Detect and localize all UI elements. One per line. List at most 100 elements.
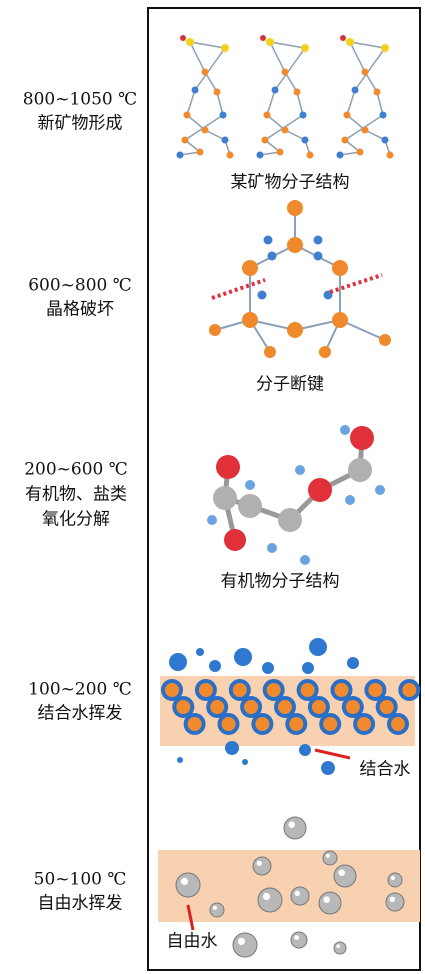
atom — [287, 200, 303, 216]
atom — [381, 44, 389, 52]
atom — [216, 455, 240, 479]
atom — [345, 495, 355, 505]
atom — [347, 657, 359, 669]
atom — [257, 152, 264, 159]
water-drop — [323, 851, 337, 865]
water-particle — [310, 698, 328, 716]
atom — [182, 137, 189, 144]
atom — [375, 485, 385, 495]
description: 结合水挥发 — [38, 704, 123, 724]
caption: 结合水 — [360, 760, 411, 780]
atom — [213, 906, 217, 910]
atom — [260, 35, 266, 41]
bond — [187, 90, 195, 115]
water-drop — [386, 893, 404, 911]
description: 晶格破坏 — [46, 300, 114, 320]
atom — [302, 662, 314, 674]
atom — [337, 152, 344, 159]
bond — [270, 42, 305, 48]
water-particle — [333, 681, 351, 699]
temperature: 800~1050 ℃ — [23, 90, 137, 110]
atom — [300, 112, 307, 119]
atom — [242, 312, 258, 328]
atom — [344, 112, 351, 119]
atom — [180, 35, 186, 41]
atom — [227, 152, 234, 159]
water-drop — [233, 933, 257, 957]
atom — [295, 465, 305, 475]
water-particle — [287, 715, 305, 733]
atom — [342, 137, 349, 144]
atom — [308, 478, 332, 502]
atom — [225, 741, 239, 755]
atom — [222, 137, 229, 144]
water-drop — [388, 873, 402, 887]
water-drop — [334, 865, 356, 887]
atom — [177, 757, 183, 763]
water-drop — [258, 888, 282, 912]
water-particle — [321, 715, 339, 733]
atom — [362, 69, 369, 76]
atom — [309, 638, 327, 656]
atom — [390, 897, 395, 902]
bond — [355, 48, 385, 90]
temperature: 100~200 ℃ — [28, 680, 132, 700]
atom — [295, 891, 300, 896]
temperature: 600~800 ℃ — [28, 276, 132, 296]
water-particle — [276, 698, 294, 716]
atom — [197, 149, 204, 156]
description: 自由水挥发 — [38, 894, 123, 914]
atom — [302, 137, 309, 144]
water-particle — [389, 715, 407, 733]
description: 有机物、盐类 — [25, 485, 127, 505]
atom — [207, 515, 217, 525]
atom — [220, 112, 227, 119]
description: 新矿物形成 — [38, 114, 123, 134]
atom — [319, 346, 331, 358]
water-particle — [242, 698, 260, 716]
bond — [347, 90, 355, 115]
water-drop — [291, 932, 307, 948]
atom — [238, 494, 262, 518]
atom — [242, 759, 248, 765]
atom — [264, 112, 271, 119]
atom — [209, 660, 221, 672]
atom — [294, 935, 299, 940]
water-drop — [284, 817, 306, 839]
break-line — [330, 275, 382, 292]
atom — [196, 648, 204, 656]
atom — [348, 458, 372, 482]
water-particle — [220, 715, 238, 733]
atom — [267, 543, 277, 553]
bond — [190, 42, 205, 72]
caption: 有机物分子结构 — [221, 572, 340, 592]
bond — [350, 42, 365, 72]
atom — [307, 152, 314, 159]
atom — [268, 252, 277, 261]
water-particle — [231, 681, 249, 699]
atom — [263, 893, 270, 900]
atom — [192, 87, 199, 94]
atom — [209, 324, 221, 336]
break-line — [212, 280, 265, 298]
water-drop — [334, 942, 346, 954]
atom — [332, 312, 348, 328]
atom — [221, 44, 229, 52]
atom — [177, 152, 184, 159]
bond — [267, 90, 275, 115]
water-particle — [197, 681, 215, 699]
water-particle — [344, 698, 362, 716]
diagram: 800~1050 ℃ 新矿物形成 某矿物分子结构 600~800 ℃ 晶格破坏 … — [0, 0, 425, 974]
water-particle — [355, 715, 373, 733]
atom — [202, 69, 209, 76]
water-particle — [163, 681, 181, 699]
temperature: 50~100 ℃ — [34, 870, 127, 890]
water-drop — [291, 887, 309, 905]
caption: 自由水 — [167, 932, 218, 952]
atom — [213, 486, 237, 510]
bond — [270, 42, 285, 72]
atom — [287, 237, 303, 253]
atom — [288, 821, 295, 828]
water-particle — [253, 715, 271, 733]
bond — [275, 48, 305, 90]
